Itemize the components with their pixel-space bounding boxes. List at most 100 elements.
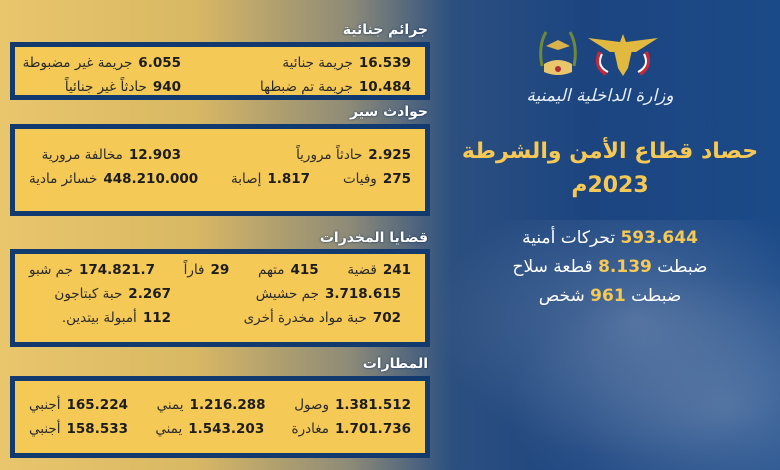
stat-label: وفيات bbox=[342, 171, 377, 187]
airports-title: المطارات bbox=[362, 356, 428, 372]
criminal-crimes-title: جرائم جنائية bbox=[342, 22, 428, 38]
stat-row: 702 حبة مواد مخدرة أخرى 112 أمبولة بيتدين. bbox=[29, 306, 411, 330]
stat-label: يمني bbox=[155, 421, 183, 437]
stat-row: 3.718.615 جم حشيش 2.267 حبة كبتاجون bbox=[29, 282, 411, 306]
stat-label: جريمة غير مضبوطة bbox=[22, 55, 133, 71]
highlights: 593.644 تحركات أمنية ضبطت 8.139 قطعة سلا… bbox=[440, 224, 780, 311]
headline-year: 2023م bbox=[571, 173, 649, 198]
traffic-accidents-title: حوادث سير bbox=[350, 104, 428, 120]
stat-value: 3.718.615 bbox=[324, 286, 401, 302]
stat-item: 3.718.615 جم حشيش bbox=[241, 282, 401, 306]
stat-label: وصول bbox=[294, 397, 329, 413]
background-photo-handcuffs-car bbox=[420, 220, 780, 470]
stat-value: 940 bbox=[152, 79, 181, 95]
stat-row: 16.539 جريمة جنائية 6.055 جريمة غير مضبوطة bbox=[23, 51, 411, 75]
stat-item: 174.821.7 جم شبو bbox=[29, 258, 155, 282]
stat-value: 1.817 bbox=[267, 171, 311, 187]
stat-item: 165.224 أجنبي bbox=[29, 393, 128, 417]
stat-value: 6.055 bbox=[138, 55, 181, 71]
stat-value: 1.216.288 bbox=[189, 397, 266, 413]
drug-cases-title: قضايا المخدرات bbox=[319, 230, 428, 246]
stat-item: 29 فاراً bbox=[184, 258, 230, 282]
stat-value: 275 bbox=[382, 171, 411, 187]
stat-item: 1.543.203 يمني bbox=[155, 417, 264, 441]
stat-value: 165.224 bbox=[66, 397, 129, 413]
stat-item: 415 متهم bbox=[258, 258, 319, 282]
stat-item: 1.701.736 مغادرة bbox=[292, 417, 411, 441]
stat-label: أجنبي bbox=[29, 421, 61, 437]
stat-item: 158.533 أجنبي bbox=[29, 417, 128, 441]
stat-label: جريمة جنائية bbox=[282, 55, 353, 71]
highlight-text: ضبطت bbox=[657, 257, 708, 277]
stat-label: فاراً bbox=[183, 262, 205, 278]
stat-value: 241 bbox=[382, 262, 411, 278]
stat-row: 1.381.512 وصول 1.216.288 يمني 165.224 أجنبي bbox=[29, 393, 411, 417]
stat-item: 6.055 جريمة غير مضبوطة bbox=[23, 51, 181, 75]
stat-value: 2.267 bbox=[128, 286, 171, 302]
highlight-line: ضبطت 8.139 قطعة سلاح bbox=[440, 253, 780, 282]
stat-row: 2.925 حادثاً مرورياً 12.903 مخالفة مرورية bbox=[29, 143, 411, 167]
stat-value: 174.821.7 bbox=[79, 262, 156, 278]
stat-value: 702 bbox=[372, 310, 401, 326]
highlight-text: ضبطت bbox=[631, 286, 682, 306]
stat-value: 1.543.203 bbox=[188, 421, 265, 437]
stat-value: 415 bbox=[290, 262, 319, 278]
stat-label: جم شبو bbox=[29, 262, 73, 278]
stat-row: 275 وفيات 1.817 إصابة 448.210.000 خسائر مادية bbox=[29, 167, 411, 191]
stat-item: 12.903 مخالفة مرورية bbox=[42, 143, 181, 167]
stat-row: 241 قضية 415 متهم 29 فاراً 174.821.7 جم شبو bbox=[29, 258, 411, 282]
highlight-line: ضبطت 961 شخص bbox=[440, 282, 780, 311]
stat-row: 1.701.736 مغادرة 1.543.203 يمني 158.533 أجنبي bbox=[29, 417, 411, 441]
yemen-eagle-emblem-icon bbox=[588, 34, 658, 76]
stat-value: 12.903 bbox=[128, 147, 181, 163]
stat-label: أجنبي bbox=[29, 397, 61, 413]
stat-label: حادثاً غير جنائياً bbox=[64, 79, 147, 95]
stat-label: حبة كبتاجون bbox=[54, 286, 123, 302]
stat-label: قضية bbox=[347, 262, 377, 278]
stat-value: 1.381.512 bbox=[334, 397, 411, 413]
highlight-value: 961 bbox=[590, 286, 626, 306]
stat-label: حبة مواد مخدرة أخرى bbox=[243, 310, 367, 326]
stat-item: 241 قضية bbox=[347, 258, 411, 282]
stat-value: 158.533 bbox=[66, 421, 129, 437]
stat-item: 702 حبة مواد مخدرة أخرى bbox=[241, 306, 401, 330]
traffic-accidents-box: 2.925 حادثاً مرورياً 12.903 مخالفة مرورية 27… bbox=[10, 124, 430, 216]
stat-item: 10.484 جريمة تم ضبطها bbox=[251, 75, 411, 99]
ministry-logo-text: وزارة الداخلية اليمنية bbox=[526, 86, 674, 106]
airports-box: 1.381.512وصول 1.216.288يمني 165.224أجنبي 1.… bbox=[10, 376, 430, 458]
highlight-text: تحركات أمنية bbox=[522, 228, 616, 248]
stat-item: 1.381.512 وصول bbox=[294, 393, 411, 417]
stat-item: 1.817 إصابة bbox=[231, 167, 310, 191]
stat-item: 112 أمبولة بيتدين. bbox=[62, 306, 171, 330]
stat-value: 1.701.736 bbox=[334, 421, 411, 437]
stat-label: جريمة تم ضبطها bbox=[260, 79, 353, 95]
stat-value: 29 bbox=[210, 262, 230, 278]
stat-item: 448.210.000 خسائر مادية bbox=[29, 167, 198, 191]
stat-label: حادثاً مرورياً bbox=[296, 147, 363, 163]
stat-value: 10.484 bbox=[358, 79, 411, 95]
stat-value: 2.925 bbox=[368, 147, 411, 163]
stat-label: خسائر مادية bbox=[29, 171, 98, 187]
stat-item: 275 وفيات bbox=[343, 167, 411, 191]
stat-value: 448.210.000 bbox=[103, 171, 199, 187]
stat-label: متهم bbox=[257, 262, 285, 278]
stat-value: 112 bbox=[142, 310, 171, 326]
drug-cases-box: 241 قضية 415 متهم 29 فاراً 174.821.7 جم شبو 3.71… bbox=[10, 249, 430, 347]
stat-row: 10.484 جريمة تم ضبطها 940 حادثاً غير جنائيا… bbox=[29, 75, 411, 99]
stat-item: 2.267 حبة كبتاجون bbox=[54, 282, 171, 306]
stat-label: إصابة bbox=[231, 171, 262, 187]
stat-label: جم حشيش bbox=[255, 286, 319, 302]
highlight-text: شخص bbox=[538, 286, 585, 306]
headline-line1: حصاد قطاع الأمن والشرطة bbox=[461, 139, 759, 164]
stat-label: مخالفة مرورية bbox=[41, 147, 123, 163]
highlight-value: 593.644 bbox=[620, 228, 698, 248]
stat-item: 940 حادثاً غير جنائياً bbox=[65, 75, 181, 99]
stat-value: 16.539 bbox=[358, 55, 411, 71]
highlight-value: 8.139 bbox=[598, 257, 652, 277]
stat-label: يمني bbox=[156, 397, 184, 413]
stat-item: 1.216.288 يمني bbox=[157, 393, 266, 417]
stat-label: أمبولة بيتدين. bbox=[61, 310, 137, 326]
stat-item: 2.925 حادثاً مرورياً bbox=[251, 143, 411, 167]
police-emblem-icon bbox=[539, 31, 577, 75]
